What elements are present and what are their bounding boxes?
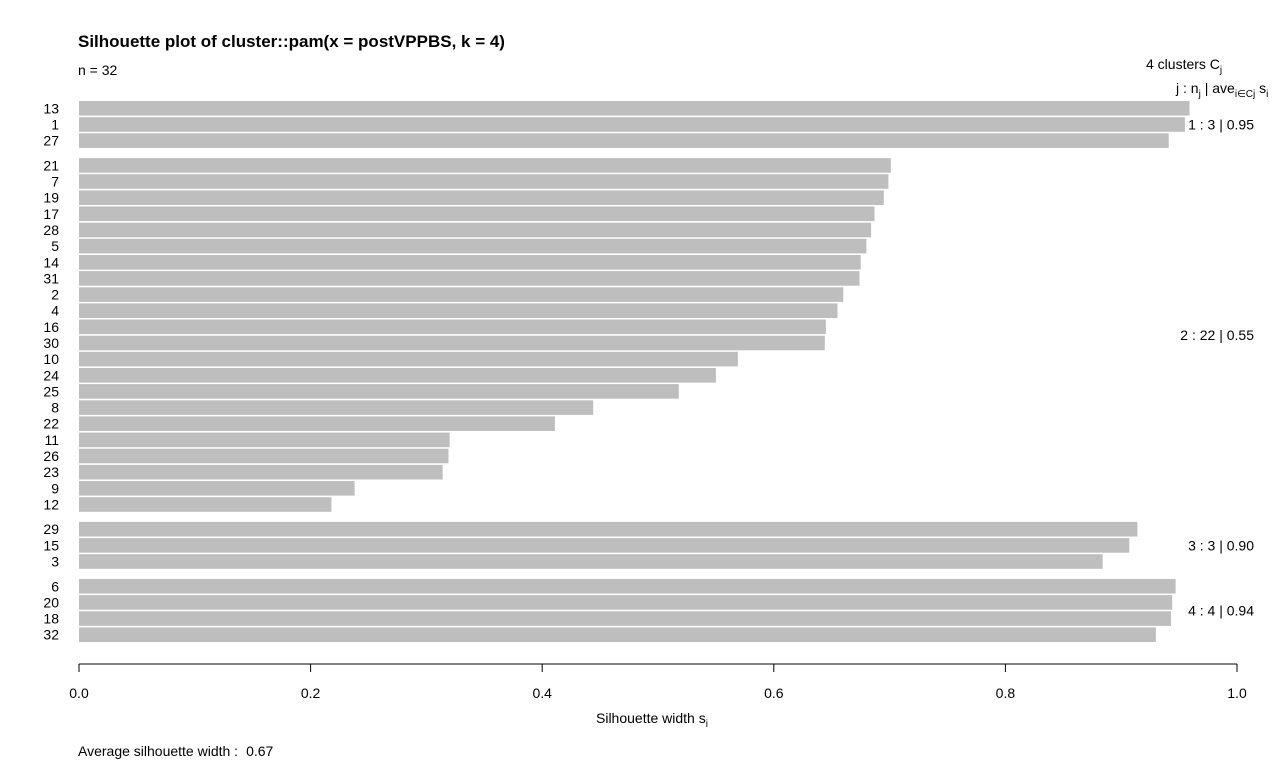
row-label-5: 5 xyxy=(51,238,59,254)
bar-32 xyxy=(79,627,1156,642)
bar-28 xyxy=(79,222,872,238)
bar-31 xyxy=(79,271,860,286)
bar-11 xyxy=(79,432,450,448)
row-label-23: 23 xyxy=(43,464,59,480)
x-tick-label-1.0: 1.0 xyxy=(1227,685,1247,701)
row-label-14: 14 xyxy=(43,254,59,270)
row-label-27: 27 xyxy=(43,133,59,149)
row-labels-group: 1312721719172851431241630102425822112623… xyxy=(43,100,59,642)
bar-23 xyxy=(79,464,443,480)
bar-27 xyxy=(79,133,1169,148)
row-label-15: 15 xyxy=(43,537,59,553)
x-tick-label-0.0: 0.0 xyxy=(69,685,89,701)
row-label-24: 24 xyxy=(43,367,59,383)
bar-24 xyxy=(79,368,716,383)
bar-7 xyxy=(79,174,889,189)
x-tick-label-0.6: 0.6 xyxy=(764,685,784,701)
bar-30 xyxy=(79,335,825,351)
row-label-20: 20 xyxy=(43,594,59,610)
row-label-7: 7 xyxy=(51,174,59,190)
bar-17 xyxy=(79,206,875,222)
row-label-30: 30 xyxy=(43,335,59,351)
row-label-6: 6 xyxy=(51,578,59,594)
row-label-31: 31 xyxy=(43,270,59,286)
row-label-11: 11 xyxy=(44,432,59,448)
bar-25 xyxy=(79,384,679,399)
cluster-label-3: 3 : 3 | 0.90 xyxy=(1188,537,1254,553)
row-label-16: 16 xyxy=(43,319,59,335)
row-label-29: 29 xyxy=(43,521,59,537)
chart-title: Silhouette plot of cluster::pam(x = post… xyxy=(78,32,505,51)
row-label-10: 10 xyxy=(43,351,59,367)
row-label-25: 25 xyxy=(43,383,59,399)
row-label-32: 32 xyxy=(43,627,59,643)
bar-29 xyxy=(79,521,1138,537)
row-label-3: 3 xyxy=(51,554,59,570)
bar-22 xyxy=(79,416,555,431)
row-label-26: 26 xyxy=(43,448,59,464)
bar-13 xyxy=(79,101,1190,116)
bar-18 xyxy=(79,611,1171,626)
bar-12 xyxy=(79,497,332,512)
cluster-label-4: 4 : 4 | 0.94 xyxy=(1188,603,1254,619)
bar-6 xyxy=(79,579,1176,594)
row-label-28: 28 xyxy=(43,222,59,238)
row-label-1: 1 xyxy=(51,116,59,132)
bar-14 xyxy=(79,255,861,270)
bar-16 xyxy=(79,319,826,335)
legend-header-line2: j : nj | avei∈Cj si xyxy=(1175,80,1268,100)
bar-20 xyxy=(79,595,1173,610)
row-label-4: 4 xyxy=(51,303,59,319)
bar-19 xyxy=(79,190,884,205)
legend-header-line1: 4 clusters Cj xyxy=(1146,56,1222,76)
row-label-13: 13 xyxy=(43,100,59,116)
bar-4 xyxy=(79,303,838,318)
n-label: n = 32 xyxy=(78,62,118,78)
row-label-21: 21 xyxy=(43,157,59,173)
row-label-19: 19 xyxy=(43,190,59,206)
row-label-12: 12 xyxy=(43,497,59,513)
average-silhouette-width: Average silhouette width :0.67 xyxy=(78,743,274,759)
cluster-labels-group: 1 : 3 | 0.95 2 : 22 | 0.55 3 : 3 | 0.90 4 :… xyxy=(1180,116,1254,618)
x-axis: 0.0 0.2 0.4 0.6 0.8 1.0 xyxy=(69,663,1247,701)
cluster-label-2: 2 : 22 | 0.55 xyxy=(1180,327,1254,343)
row-label-17: 17 xyxy=(43,206,59,222)
cluster-label-1: 1 : 3 | 0.95 xyxy=(1188,116,1254,132)
row-label-8: 8 xyxy=(51,400,59,416)
bar-2 xyxy=(79,287,844,302)
bars-group xyxy=(79,101,1190,642)
row-label-22: 22 xyxy=(43,416,59,432)
bar-21 xyxy=(79,158,891,173)
row-label-18: 18 xyxy=(43,611,59,627)
bar-26 xyxy=(79,448,449,464)
x-tick-label-0.4: 0.4 xyxy=(532,685,552,701)
bar-8 xyxy=(79,400,594,415)
x-tick-label-0.8: 0.8 xyxy=(996,685,1016,701)
row-label-9: 9 xyxy=(51,480,59,496)
x-axis-label: Silhouette width si xyxy=(596,710,708,730)
bar-5 xyxy=(79,238,867,254)
bar-1 xyxy=(79,117,1185,132)
x-tick-label-0.2: 0.2 xyxy=(301,685,321,701)
row-label-2: 2 xyxy=(51,287,59,303)
bar-9 xyxy=(79,481,355,496)
bar-10 xyxy=(79,351,738,367)
bar-3 xyxy=(79,554,1103,569)
bar-15 xyxy=(79,538,1130,553)
